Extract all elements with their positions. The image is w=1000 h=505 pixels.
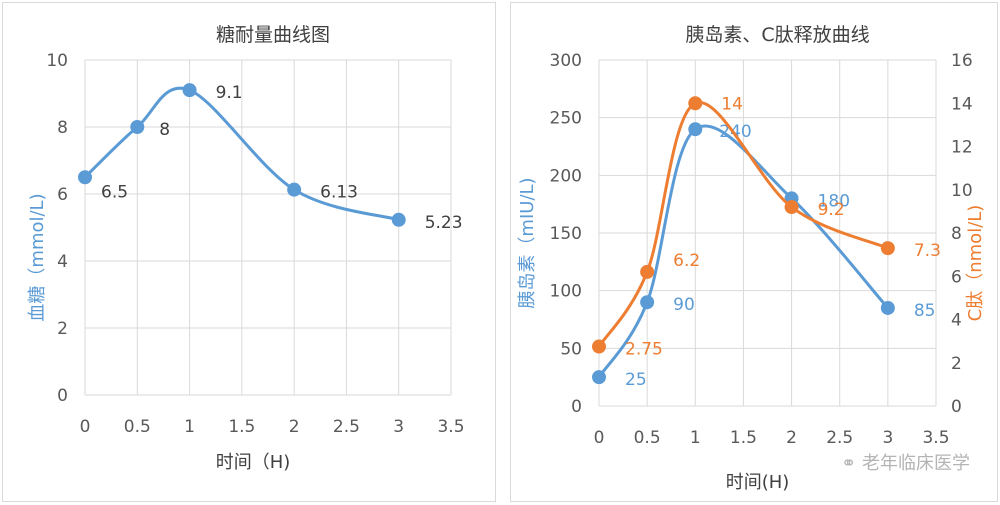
x-tick-label: 1.5 [228, 417, 255, 437]
data-point [287, 182, 302, 197]
y2-tick-label: 4 [951, 311, 962, 331]
y2-tick-label: 0 [951, 397, 962, 417]
y-axis-label: 血糖（mmol/L) [27, 193, 48, 321]
x-tick-label: 0 [594, 428, 605, 448]
x-tick-label: 2 [289, 417, 300, 437]
watermark: ⚭ 老年临床医学 [841, 449, 970, 475]
x-axis-label: 时间（H) [216, 452, 291, 473]
insulin-cpeptide-chart-panel: 胰岛素、C肽释放曲线 0 50 100 150 200 250 300 0 2 4 6 8 10 12 14 1… [510, 2, 998, 502]
cpeptide-data-label: 9.2 [818, 200, 845, 220]
x-tick-label: 2.5 [333, 417, 360, 437]
y-tick-label: 150 [550, 224, 582, 244]
data-point [78, 170, 92, 185]
x-tick-label: 0 [80, 417, 91, 437]
data-label: 5.23 [425, 213, 463, 233]
cpeptide-data-label: 14 [721, 94, 743, 114]
cpeptide-data-label: 2.75 [625, 340, 663, 360]
insulin-data-point [592, 370, 606, 385]
data-label: 6.13 [320, 183, 358, 203]
y2-tick-label: 16 [951, 51, 973, 71]
y-axis-label: 胰岛素（mIU/L) [517, 177, 538, 308]
insulin-data-point [640, 295, 655, 310]
data-label: 6.5 [101, 182, 128, 202]
x-tick-label: 0.5 [124, 417, 151, 437]
data-label: 8 [159, 120, 170, 140]
x-tick-label: 0.5 [634, 428, 661, 448]
y-tick-label: 6 [57, 185, 68, 205]
x-tick-label: 3 [882, 428, 893, 448]
data-point [391, 212, 406, 227]
y-tick-label: 2 [57, 319, 68, 339]
x-tick-label: 3.5 [922, 428, 949, 448]
x-tick-label: 2 [786, 428, 797, 448]
y2-tick-label: 10 [951, 181, 973, 201]
x-tick-label: 1 [690, 428, 701, 448]
y2-tick-label: 12 [951, 138, 973, 158]
y-tick-label: 250 [550, 109, 582, 129]
y-tick-label: 10 [46, 51, 68, 71]
glucose-series-line [83, 86, 400, 222]
insulin-data-label: 90 [673, 295, 695, 315]
wechat-icon: ⚭ [841, 453, 857, 474]
chart-title: 糖耐量曲线图 [216, 24, 330, 46]
x-axis-label: 时间(H) [726, 472, 790, 493]
y2-tick-label: 6 [951, 267, 962, 287]
data-label: 9.1 [216, 83, 243, 103]
insulin-data-label: 85 [914, 301, 936, 321]
cpeptide-data-point [592, 339, 606, 354]
insulin-data-point [880, 300, 895, 315]
y-tick-label: 300 [550, 51, 582, 71]
x-tick-label: 1 [184, 417, 195, 437]
y2-tick-label: 8 [951, 224, 962, 244]
insulin-data-label: 25 [625, 370, 647, 390]
data-point [182, 83, 197, 98]
cpeptide-data-label: 7.3 [914, 241, 941, 261]
y2-axis-label: C肽（nmol/L) [965, 205, 986, 322]
glucose-chart-panel: 糖耐量曲线图 0 2 4 6 8 10 0 0.5 1 1.5 2 2.5 3 3.5 时间（H) 血糖（mmo… [2, 2, 496, 502]
glucose-chart: 糖耐量曲线图 0 2 4 6 8 10 0 0.5 1 1.5 2 2.5 3 3.5 时间（H) 血糖（mmo… [27, 24, 465, 473]
y2-tick-label: 2 [951, 354, 962, 374]
y-tick-label: 50 [560, 339, 582, 359]
x-tick-label: 2.5 [826, 428, 853, 448]
watermark-text: 老年临床医学 [862, 453, 970, 474]
cpeptide-data-point [640, 264, 655, 279]
insulin-data-label: 180 [818, 191, 850, 211]
y-tick-label: 0 [57, 386, 68, 406]
insulin-data-point [688, 122, 703, 137]
cpeptide-data-point [880, 241, 895, 256]
y-tick-label: 100 [550, 282, 582, 302]
y-tick-label: 0 [571, 397, 582, 417]
y-tick-label: 4 [57, 252, 68, 272]
y-tick-label: 8 [57, 118, 68, 138]
y2-tick-label: 14 [951, 94, 973, 114]
chart-title: 胰岛素、C肽释放曲线 [685, 24, 869, 46]
cpeptide-data-point [688, 96, 703, 111]
y-tick-label: 200 [550, 166, 582, 186]
cpeptide-data-point [784, 200, 799, 215]
x-tick-label: 3 [393, 417, 404, 437]
x-tick-label: 3.5 [437, 417, 464, 437]
data-point [130, 120, 145, 134]
insulin-cpeptide-chart: 胰岛素、C肽释放曲线050100150200250300024681012141… [517, 24, 986, 493]
x-tick-label: 1.5 [730, 428, 757, 448]
cpeptide-data-label: 6.2 [673, 251, 700, 271]
insulin-data-label: 240 [719, 122, 751, 142]
